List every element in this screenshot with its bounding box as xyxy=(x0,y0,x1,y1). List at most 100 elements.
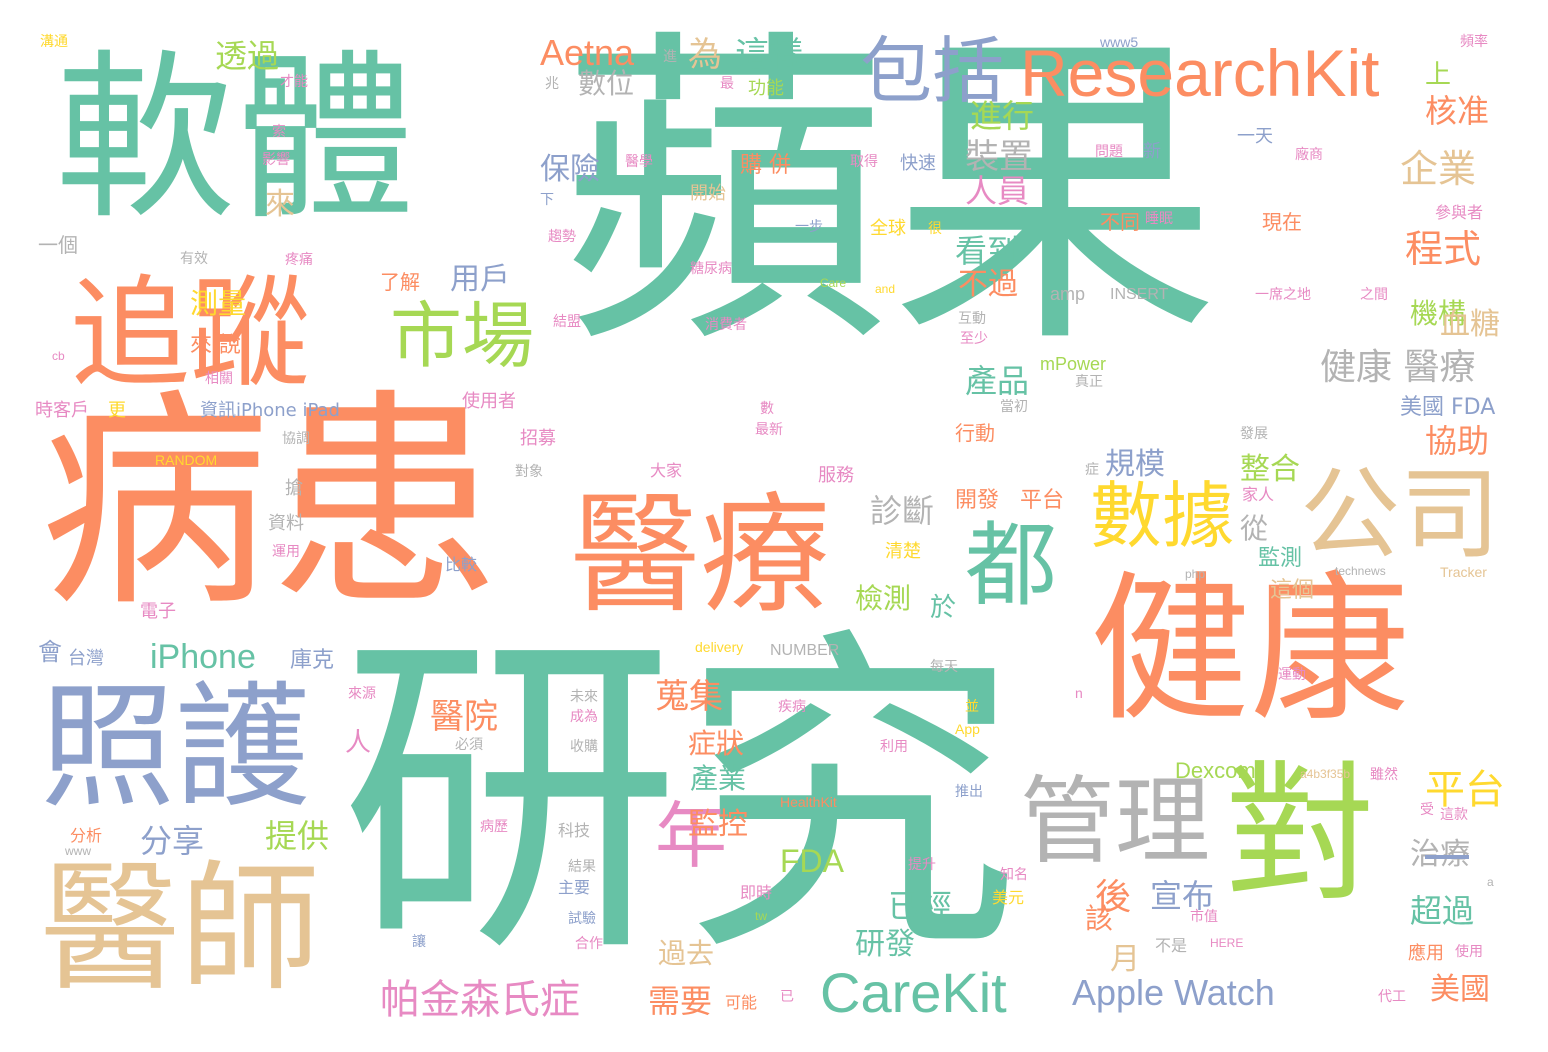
word-oem: 代工 xyxy=(1378,989,1406,1005)
word-health-medical: 健康 醫療 xyxy=(1320,347,1476,388)
word-originally: 當初 xyxy=(1000,399,1028,415)
word-taiwan: 台灣 xyxy=(68,648,104,669)
word-usd: 美元 xyxy=(992,888,1025,907)
word-main: 主要 xyxy=(558,878,591,897)
word-disease: 疾病 xyxy=(778,699,806,715)
word-cb: cb xyxy=(52,349,65,363)
word-everyone: 大家 xyxy=(650,461,683,480)
word-famous: 知名 xyxy=(1000,867,1028,883)
word-material: 資料 xyxy=(268,513,304,534)
word-dui: 對 xyxy=(1225,748,1376,922)
word-jiance: 監測 xyxy=(1258,546,1303,571)
word-us-fda: 美國 FDA xyxy=(1400,395,1496,420)
word-growth: 發展 xyxy=(1240,426,1268,442)
word-integrate: 整合 xyxy=(1240,452,1300,487)
word-wei: 為 xyxy=(688,35,722,75)
word-application: 應用 xyxy=(1408,943,1444,964)
word-service: 服務 xyxy=(818,465,854,486)
word-clear: 清楚 xyxy=(885,541,921,562)
word-use: 利用 xyxy=(880,739,908,755)
word-between: 之間 xyxy=(1360,287,1388,303)
word-shang: 上 xyxy=(1425,60,1452,90)
word-monitor: 監控 xyxy=(688,807,748,842)
word-shu: 數 xyxy=(760,401,774,417)
word-doctor: 醫師 xyxy=(40,848,321,1011)
word-and: and xyxy=(875,282,896,296)
word-zhao: 兆 xyxy=(545,76,559,92)
word-one: 一個 xyxy=(38,233,78,257)
word-xia: 下 xyxy=(540,192,554,208)
word-target: 對象 xyxy=(515,464,543,480)
word-related: 相關 xyxy=(205,371,233,387)
word-app: App xyxy=(955,721,980,737)
word-yi: 已 xyxy=(780,989,794,1005)
word-software: 軟體 xyxy=(55,35,416,244)
word-device: 裝置 xyxy=(965,137,1033,177)
word-and-zh: 並 xyxy=(965,699,979,715)
word-real: 真正 xyxy=(1075,374,1103,390)
word-n: n xyxy=(1075,685,1083,701)
word-only-then: 才能 xyxy=(280,74,308,90)
word-carekit: CareKit xyxy=(820,961,1007,1024)
word-medicine: 醫學 xyxy=(625,154,653,170)
word-gai: 該 xyxy=(1085,902,1114,935)
word-participant: 參與者 xyxy=(1435,203,1484,222)
word-develop: 開發 xyxy=(955,488,1000,513)
word-parkinson: 帕金森氏症 xyxy=(380,977,580,1023)
word-more: 更 xyxy=(108,400,126,421)
word-platform-1: 平台 xyxy=(1425,767,1505,813)
word-already: 已經 xyxy=(888,887,953,925)
word-assist: 協助 xyxy=(1425,422,1490,460)
word-become: 成為 xyxy=(570,709,598,725)
word-realtime: 即時 xyxy=(740,883,773,902)
word-analyze: 分析 xyxy=(70,826,103,845)
word-a: a xyxy=(1487,875,1494,889)
word-track: 追蹤 xyxy=(70,265,310,404)
word-step: 一步 xyxy=(795,219,823,235)
word-every-day: 每天 xyxy=(930,659,958,675)
word-vendor: 廠商 xyxy=(1295,147,1323,163)
word-new: 新 xyxy=(1143,141,1161,162)
word-foothold: 一席之地 xyxy=(1255,287,1311,303)
word-time-client: 時客戶 xyxy=(35,400,89,421)
word-program: 程式 xyxy=(1405,227,1482,271)
word-digital: 數位 xyxy=(578,67,635,100)
word-trial: 試驗 xyxy=(568,911,596,927)
word-month: 月 xyxy=(1110,942,1140,977)
word-info-iphone-ipad: 資訊iPhone iPad xyxy=(200,400,340,421)
word-electronic: 電子 xyxy=(140,601,176,622)
word-pain: 疼痛 xyxy=(285,252,313,268)
word-www: www xyxy=(65,844,91,858)
word-interact: 互動 xyxy=(958,311,986,327)
word-health: 健康 xyxy=(1090,556,1411,743)
word-zhege: 這個 xyxy=(1270,578,1315,603)
word-proceed: 進行 xyxy=(970,97,1035,135)
word-exercise: 運動 xyxy=(1278,667,1306,683)
word-problem: 問題 xyxy=(1095,144,1123,160)
word-communicate: 溝通 xyxy=(40,34,68,50)
word-www5: www5 xyxy=(1100,34,1139,50)
word-rd: 研發 xyxy=(855,927,915,962)
word-fast: 快速 xyxy=(900,153,936,174)
word-technology: 科技 xyxy=(558,821,591,840)
word-latest: 最新 xyxy=(755,422,783,438)
word-here: HERE xyxy=(1210,936,1244,950)
word-effective: 有效 xyxy=(180,251,208,267)
word-past: 過去 xyxy=(658,937,715,970)
word-symptom: 症狀 xyxy=(688,727,745,760)
word-amp: amp xyxy=(1050,284,1086,304)
word-healthkit: HealthKit xyxy=(780,794,837,810)
word-see: 看到 xyxy=(955,232,1020,270)
word-treat: 治療 xyxy=(1410,840,1470,870)
word-zheng: 症 xyxy=(1085,462,1099,478)
word-patient: 病患 xyxy=(40,371,501,638)
word-apple-watch: Apple Watch xyxy=(1072,972,1275,1013)
word-usage: 使用 xyxy=(1455,944,1483,960)
word-technews: technews xyxy=(1335,564,1386,578)
word-suo: 索 xyxy=(272,124,286,140)
word-year: 年 xyxy=(655,794,728,878)
word-receive: 受 xyxy=(1420,802,1434,818)
word-users: 使用者 xyxy=(462,391,516,412)
word-user: 用戶 xyxy=(450,262,510,297)
